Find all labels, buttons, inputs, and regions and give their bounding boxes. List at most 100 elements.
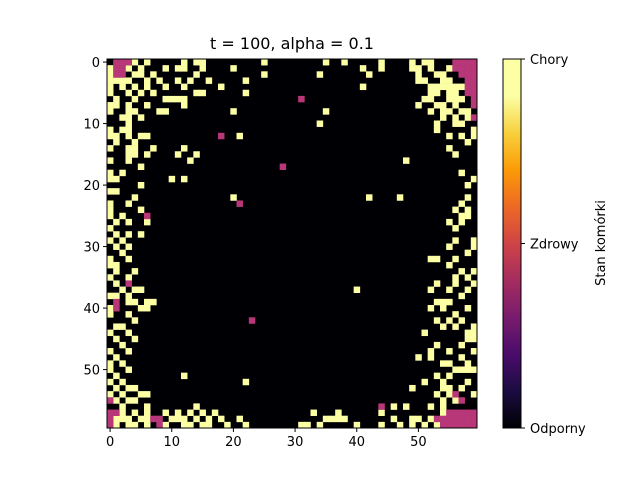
cell-chory: [464, 194, 472, 201]
cell-zdrowy: [119, 71, 126, 78]
cell-chory: [174, 65, 182, 72]
cell-chory: [427, 95, 435, 103]
cell-zdrowy: [470, 65, 478, 72]
plot-frame: [106, 58, 478, 429]
cell-chory: [458, 169, 465, 177]
cell-chory: [131, 397, 139, 404]
cell-chory: [470, 329, 478, 337]
cell-chory: [137, 391, 145, 398]
cell-chory: [446, 298, 453, 306]
cell-chory: [144, 391, 151, 398]
cell-zdrowy: [107, 421, 114, 429]
cell-chory: [125, 329, 132, 337]
cell-zdrowy: [470, 102, 478, 109]
cell-chory: [440, 83, 447, 91]
cell-chory: [464, 335, 472, 343]
cell-chory: [440, 114, 447, 121]
cell-zdrowy: [470, 71, 478, 78]
cell-chory: [131, 95, 139, 103]
cell-chory: [193, 89, 200, 97]
cell-chory: [261, 59, 268, 66]
cell-chory: [119, 83, 126, 91]
cell-zdrowy: [452, 391, 459, 398]
cell-chory: [464, 286, 472, 293]
cell-chory: [433, 421, 441, 429]
cell-chory: [119, 237, 126, 244]
cell-chory: [137, 231, 145, 238]
cell-chory: [433, 120, 441, 127]
cell-chory: [452, 120, 459, 127]
cell-chory: [125, 348, 132, 355]
cell-chory: [433, 255, 441, 263]
cell-chory: [415, 415, 422, 423]
cell-zdrowy: [144, 212, 151, 220]
cell-chory: [446, 261, 453, 269]
cell-chory: [131, 138, 139, 146]
cell-chory: [415, 77, 422, 84]
cell-zdrowy: [464, 89, 472, 97]
cell-chory: [409, 415, 416, 423]
x-tick-label: 0: [106, 435, 114, 450]
cell-chory: [125, 366, 132, 373]
cell-chory: [341, 59, 348, 66]
cell-chory: [433, 71, 441, 78]
cell-chory: [119, 286, 126, 293]
cell-zdrowy: [470, 77, 478, 84]
cell-chory: [181, 83, 188, 91]
cell-chory: [440, 397, 447, 404]
cell-chory: [107, 157, 114, 164]
cell-chory: [440, 403, 447, 410]
cell-chory: [440, 298, 447, 306]
cell-chory: [218, 83, 225, 91]
cell-chory: [107, 132, 114, 140]
cell-chory: [107, 274, 114, 281]
cell-zdrowy: [470, 114, 478, 121]
cell-chory: [137, 182, 145, 189]
cell-chory: [366, 194, 373, 201]
cell-chory: [144, 132, 151, 140]
cell-chory: [137, 415, 145, 423]
cell-chory: [107, 108, 114, 115]
cell-chory: [446, 391, 453, 398]
cell-chory: [107, 305, 114, 312]
cell-chory: [137, 114, 145, 121]
cell-chory: [242, 378, 250, 386]
cell-chory: [427, 59, 435, 66]
cell-chory: [446, 360, 453, 367]
cell-chory: [458, 218, 465, 226]
cell-chory: [440, 360, 447, 367]
cell-chory: [440, 323, 447, 330]
cell-chory: [162, 65, 169, 72]
cell-chory: [125, 311, 132, 318]
cell-chory: [131, 83, 139, 91]
cell-chory: [107, 206, 114, 214]
cell-zdrowy: [298, 95, 305, 103]
cell-chory: [193, 71, 200, 78]
cell-zdrowy: [107, 397, 114, 404]
cell-chory: [144, 77, 151, 84]
cell-zdrowy: [458, 421, 465, 429]
cell-chory: [433, 89, 441, 97]
cell-chory: [322, 59, 330, 66]
cell-chory: [113, 138, 120, 146]
y-tick-label: 40: [83, 302, 100, 317]
cell-chory: [446, 384, 453, 392]
cell-chory: [131, 421, 139, 429]
cell-chory: [199, 421, 206, 429]
cell-chory: [464, 108, 472, 115]
cell-chory: [409, 421, 416, 429]
cell-chory: [119, 403, 126, 410]
cell-chory: [181, 421, 188, 429]
cell-chory: [162, 409, 169, 416]
cell-chory: [446, 108, 453, 115]
cell-chory: [107, 212, 114, 220]
cell-chory: [421, 329, 428, 337]
cell-zdrowy: [464, 59, 472, 66]
cell-chory: [390, 415, 398, 423]
cell-chory: [107, 360, 114, 367]
heatmap-grid: [107, 59, 478, 429]
cell-chory: [131, 71, 139, 78]
cell-chory: [199, 89, 206, 97]
cell-zdrowy: [470, 83, 478, 91]
cell-zdrowy: [446, 421, 453, 429]
